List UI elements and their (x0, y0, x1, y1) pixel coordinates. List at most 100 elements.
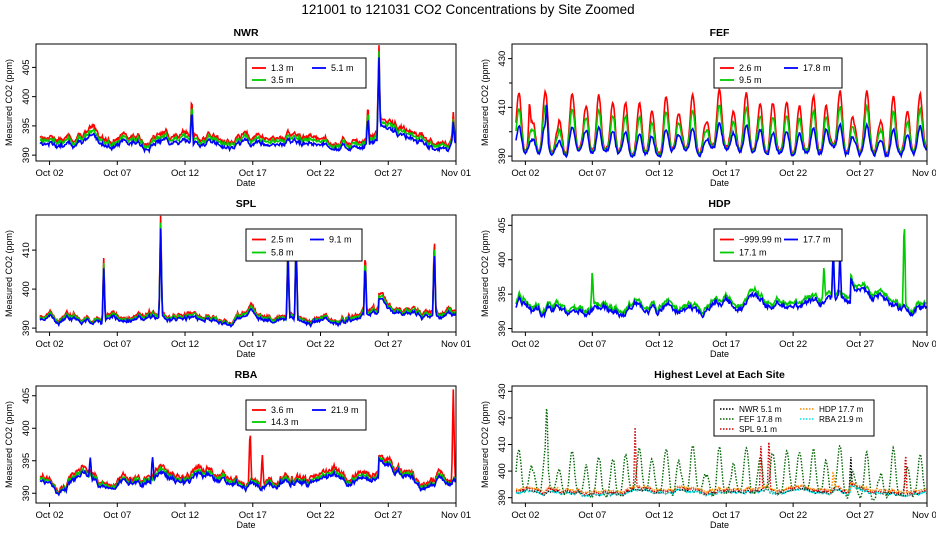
legend: 3.6 m 14.3 m 21.9 m (245, 399, 367, 431)
chart-2: FEF Oct 02 Oct 07 Oct 12 Oct 17 Oct 22 Oct 27 N… (480, 27, 936, 188)
x-tick-label: Nov 01 (912, 510, 936, 521)
chart-title: SPL (236, 198, 257, 210)
series-line-3 (39, 228, 456, 329)
chart-title: NWR (233, 27, 258, 39)
x-tick-label: Oct 12 (171, 339, 199, 350)
y-tick-label: 400 (21, 89, 32, 105)
series-line-3 (39, 456, 456, 497)
series-line-1 (39, 45, 456, 150)
x-tick-label: Oct 12 (645, 510, 673, 521)
x-axis-label: Date (236, 520, 255, 530)
series-group (515, 408, 927, 502)
x-tick-label: Oct 27 (374, 339, 402, 350)
x-tick-label: Oct 02 (511, 339, 539, 350)
y-tick-label: 400 (497, 252, 508, 268)
series-line-2 (515, 408, 927, 502)
plot-frame (35, 214, 457, 333)
plot-frame (511, 43, 928, 162)
legend-box (713, 228, 843, 262)
series-group (39, 45, 456, 155)
x-tick-label: Nov 01 (441, 510, 471, 521)
legend: 2.5 m 5.8 m 9.1 m (245, 228, 363, 262)
y-axis-label: Measured CO2 (ppm) (480, 230, 490, 317)
legend-label: 21.9 m (331, 405, 359, 415)
legend-label: 3.5 m (271, 75, 294, 85)
series-line-5 (515, 482, 927, 498)
y-tick-label: 405 (497, 217, 508, 233)
y-tick-label: 390 (497, 148, 508, 164)
x-tick-label: Oct 27 (846, 339, 874, 350)
y-tick-label: 400 (497, 463, 508, 479)
legend-label: NWR 5.1 m (739, 405, 781, 414)
y-tick-label: 405 (21, 59, 32, 75)
x-axis-label: Date (236, 178, 255, 188)
x-tick-label: Oct 07 (103, 168, 131, 179)
y-tick-label: 395 (21, 453, 32, 469)
x-tick-label: Oct 07 (578, 339, 606, 350)
legend-label: 2.5 m (271, 235, 294, 245)
legend-box (713, 399, 875, 437)
series-line-1 (39, 389, 456, 494)
x-tick-label: Oct 12 (645, 168, 673, 179)
x-tick-label: Nov 01 (441, 339, 471, 350)
series-line-1 (39, 215, 456, 327)
y-tick-label: 400 (21, 281, 32, 297)
x-tick-label: Oct 17 (712, 168, 740, 179)
x-tick-label: Oct 27 (846, 168, 874, 179)
series-line-3 (39, 57, 456, 155)
legend-label: HDP 17.7 m (819, 405, 864, 414)
y-tick-label: 395 (21, 118, 32, 134)
legend-box (245, 57, 367, 89)
chart-title: FEF (710, 27, 730, 39)
series-line-2 (39, 456, 456, 495)
y-tick-label: 410 (21, 242, 32, 258)
figure-title: 121001 to 121031 CO2 Concentrations by S… (301, 2, 634, 17)
y-tick-label: 420 (497, 410, 508, 426)
x-tick-label: Oct 22 (307, 168, 335, 179)
y-axis-label: Measured CO2 (ppm) (480, 59, 490, 146)
y-tick-label: 410 (497, 99, 508, 115)
x-tick-label: Oct 02 (511, 168, 539, 179)
chart-5: RBA Oct 02 Oct 07 Oct 12 Oct 17 Oct 22 Oct 27 N… (4, 369, 471, 530)
legend-label: SPL 9.1 m (739, 425, 777, 434)
y-axis-label: Measured CO2 (ppm) (4, 59, 14, 146)
x-tick-label: Oct 17 (239, 339, 267, 350)
x-axis-label: Date (710, 520, 729, 530)
legend-label: 3.6 m (271, 405, 294, 415)
y-tick-label: 390 (497, 490, 508, 506)
y-axis-label: Measured CO2 (ppm) (4, 230, 14, 317)
y-axis-label: Measured CO2 (ppm) (4, 401, 14, 488)
legend-box (245, 228, 363, 262)
x-tick-label: Oct 17 (239, 510, 267, 521)
x-tick-label: Oct 02 (36, 339, 64, 350)
series-line-3 (515, 104, 927, 159)
chart-title: RBA (235, 369, 258, 381)
y-tick-label: 430 (497, 51, 508, 67)
chart-panels: NWR Oct 02 Oct 07 Oct 12 Oct 17 Oct 22 Oct 27 N… (4, 27, 936, 530)
y-tick-label: 390 (21, 485, 32, 501)
y-tick-label: 430 (497, 383, 508, 399)
x-tick-label: Oct 27 (374, 168, 402, 179)
x-tick-label: Oct 22 (307, 339, 335, 350)
legend-box (245, 399, 367, 431)
x-axis-label: Date (710, 349, 729, 359)
series-group (515, 229, 927, 319)
x-tick-label: Nov 01 (912, 168, 936, 179)
chart-title: HDP (708, 198, 730, 210)
legend-label: 2.6 m (739, 63, 762, 73)
series-line-2 (39, 222, 456, 327)
series-group (39, 215, 456, 329)
chart-6: Highest Level at Each Site Oct 02 Oct 07 Oc… (480, 369, 936, 530)
x-tick-label: Oct 22 (779, 168, 807, 179)
legend-label: 5.8 m (271, 248, 294, 258)
x-tick-label: Oct 17 (712, 339, 740, 350)
x-axis-label: Date (710, 178, 729, 188)
series-line-2 (515, 229, 927, 318)
x-tick-label: Oct 27 (846, 510, 874, 521)
x-tick-label: Oct 07 (578, 168, 606, 179)
y-axis-label: Measured CO2 (ppm) (480, 401, 490, 488)
legend-label: 5.1 m (331, 63, 354, 73)
legend-label: RBA 21.9 m (819, 415, 863, 424)
